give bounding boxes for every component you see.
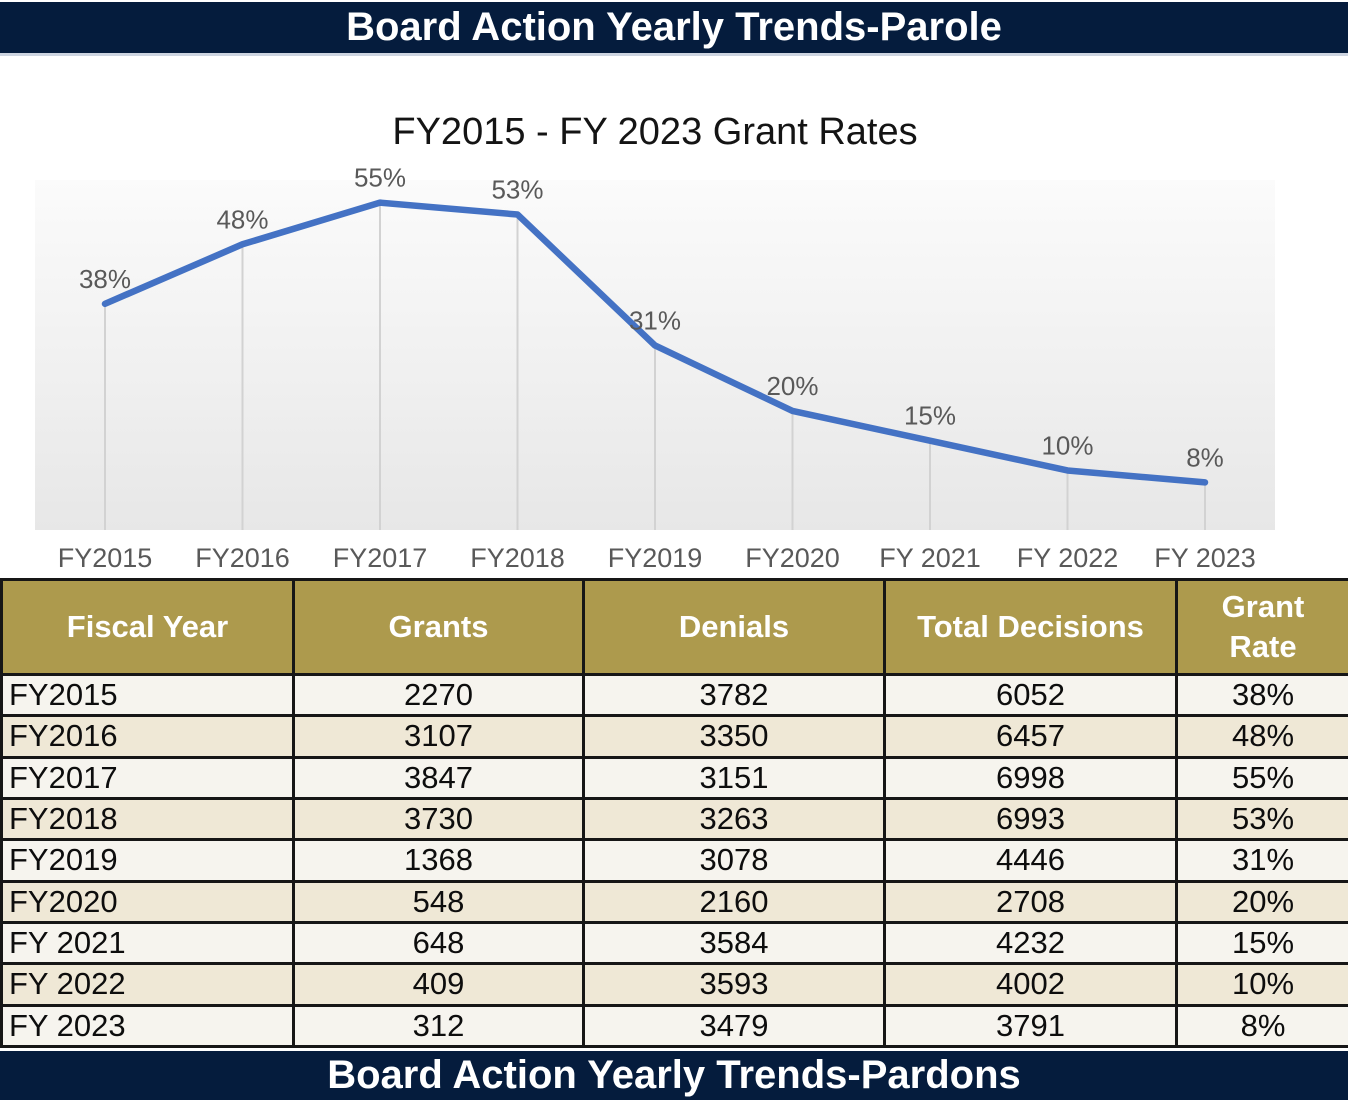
- column-header: Denials: [582, 578, 886, 676]
- table-cell: FY2018: [0, 796, 295, 842]
- table-cell: 3263: [582, 796, 886, 842]
- table-cell: 4446: [883, 838, 1178, 883]
- table-cell: 31%: [1175, 838, 1348, 883]
- table-cell: 10%: [1175, 962, 1348, 1007]
- table-cell: 3584: [582, 920, 886, 966]
- data-label: 31%: [629, 305, 681, 335]
- data-label: 8%: [1186, 442, 1224, 472]
- table-cell: FY2016: [0, 714, 295, 759]
- table-cell: 6993: [883, 796, 1178, 842]
- x-axis-label: FY2016: [195, 543, 290, 573]
- table-row: FY 2022 409 3593 4002 10%: [0, 962, 1348, 1007]
- table-cell: 3791: [883, 1003, 1178, 1049]
- data-label: 48%: [216, 204, 268, 234]
- data-label: 20%: [766, 371, 818, 401]
- table-row: FY 2021 648 3584 4232 15%: [0, 920, 1348, 966]
- table-cell: 3479: [582, 1003, 886, 1049]
- table-cell: FY2017: [0, 755, 295, 800]
- table-cell: 20%: [1175, 879, 1348, 924]
- table-cell: 2160: [582, 879, 886, 924]
- table-cell: FY 2022: [0, 962, 295, 1007]
- table-cell: 548: [292, 879, 585, 924]
- table-body: FY2015 2270 3782 6052 38% FY2016 3107 3350 6457 4…: [0, 672, 1348, 1049]
- data-label: 10%: [1041, 430, 1093, 460]
- grant-rate-line: [101, 199, 1209, 486]
- pardons-header-bar: Board Action Yearly Trends-Pardons: [0, 1051, 1348, 1100]
- table-cell: 3107: [292, 714, 585, 759]
- table-cell: 15%: [1175, 920, 1348, 966]
- table-cell: 55%: [1175, 755, 1348, 800]
- chart-layers: 38% 48% 55% 53% 31% 20% 15% 10% 8% FY2015 FY2016 FY…: [58, 163, 1256, 573]
- chart-title: FY2015 - FY 2023 Grant Rates: [392, 111, 918, 153]
- grant-rates-chart-section: 38% 48% 55% 53% 31% 20% 15% 10% 8% FY2015 FY2016 FY…: [0, 55, 1348, 578]
- table-cell: 2708: [883, 879, 1178, 924]
- table-cell: 312: [292, 1003, 585, 1049]
- data-label: 53%: [491, 175, 543, 205]
- x-axis-label: FY2015: [58, 543, 153, 573]
- table-cell: 2270: [292, 672, 585, 718]
- table-header: Fiscal Year Grants Denials Total Decisions G…: [0, 578, 1348, 676]
- table-cell: 38%: [1175, 672, 1348, 718]
- table-cell: 8%: [1175, 1003, 1348, 1049]
- table-row: FY2016 3107 3350 6457 48%: [0, 714, 1348, 759]
- x-axis-label: FY2019: [608, 543, 703, 573]
- table-cell: FY2015: [0, 672, 295, 718]
- table-cell: 6052: [883, 672, 1178, 718]
- column-header: Grant Rate: [1175, 578, 1348, 676]
- table-cell: 48%: [1175, 714, 1348, 759]
- table-row: FY 2023 312 3479 3791 8%: [0, 1003, 1348, 1049]
- column-header: Grants: [292, 578, 585, 676]
- table-cell: 3782: [582, 672, 886, 718]
- table-cell: 3078: [582, 838, 886, 883]
- table-cell: 6457: [883, 714, 1178, 759]
- x-axis-label: FY2018: [470, 543, 565, 573]
- table-cell: 1368: [292, 838, 585, 883]
- table-row: FY2015 2270 3782 6052 38%: [0, 672, 1348, 718]
- table-cell: 6998: [883, 755, 1178, 800]
- table-cell: 3350: [582, 714, 886, 759]
- footer-title: Board Action Yearly Trends-Pardons: [327, 1053, 1021, 1097]
- table-cell: FY 2021: [0, 920, 295, 966]
- table-header-row: Fiscal Year Grants Denials Total Decisions G…: [0, 578, 1348, 676]
- data-label: 15%: [904, 401, 956, 431]
- table-cell: 3730: [292, 796, 585, 842]
- table-row: FY2020 548 2160 2708 20%: [0, 879, 1348, 924]
- table-cell: 4002: [883, 962, 1178, 1007]
- grant-rates-table: Fiscal Year Grants Denials Total Decisions G…: [0, 578, 1348, 1049]
- table-cell: 3847: [292, 755, 585, 800]
- x-axis-label: FY 2023: [1154, 543, 1256, 573]
- page-title: Board Action Yearly Trends-Parole: [346, 5, 1002, 49]
- data-label: 55%: [354, 163, 406, 193]
- column-header: Fiscal Year: [0, 578, 295, 676]
- table-cell: FY2020: [0, 879, 295, 924]
- table-cell: 53%: [1175, 796, 1348, 842]
- grant-rates-line-chart: 38% 48% 55% 53% 31% 20% 15% 10% 8% FY2015 FY2016 FY…: [35, 163, 1275, 573]
- x-axis-label: FY2020: [745, 543, 840, 573]
- x-axis-label: FY 2021: [879, 543, 981, 573]
- x-axis-label: FY 2022: [1017, 543, 1119, 573]
- x-axis-label: FY2017: [333, 543, 428, 573]
- table-cell: FY 2023: [0, 1003, 295, 1049]
- table-row: FY2017 3847 3151 6998 55%: [0, 755, 1348, 800]
- table-row: FY2019 1368 3078 4446 31%: [0, 838, 1348, 883]
- table-cell: 648: [292, 920, 585, 966]
- column-header: Total Decisions: [883, 578, 1178, 676]
- table-cell: 409: [292, 962, 585, 1007]
- table-cell: 4232: [883, 920, 1178, 966]
- table-row: FY2018 3730 3263 6993 53%: [0, 796, 1348, 842]
- table-cell: 3151: [582, 755, 886, 800]
- table-cell: FY2019: [0, 838, 295, 883]
- data-label: 38%: [79, 264, 131, 294]
- parole-header-bar: Board Action Yearly Trends-Parole: [0, 2, 1348, 56]
- table-cell: 3593: [582, 962, 886, 1007]
